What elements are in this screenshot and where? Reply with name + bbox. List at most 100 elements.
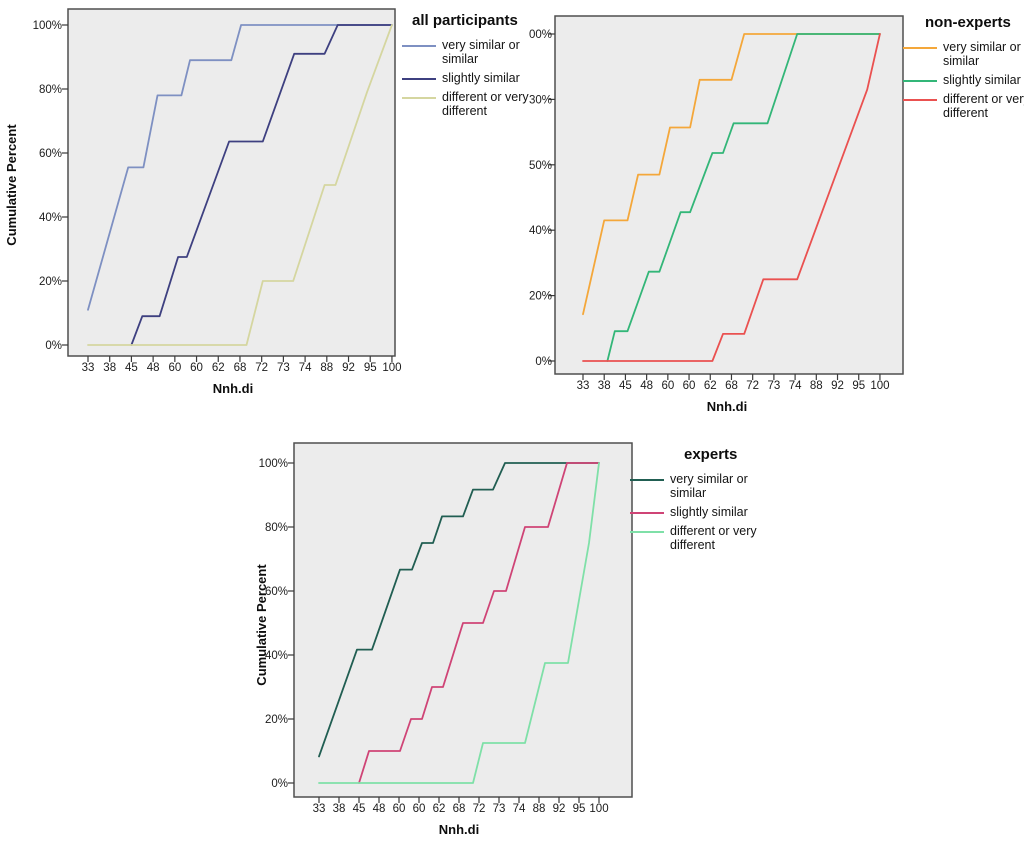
x-axis-title: Nnh.di [213,381,253,396]
x-tick-label: 45 [353,803,366,815]
x-tick-label: 100 [382,362,401,374]
x-tick-label: 33 [82,362,95,374]
y-tick-label: 40% [529,225,552,237]
series-line-1 [130,24,393,346]
x-tick-label: 73 [493,803,506,815]
legend-label-line: different [670,538,715,552]
legend-label-line: different or very [442,90,529,104]
x-tick-label: 92 [553,803,566,815]
plot-svg: 00% 30% 50% 40% 20% 0% 33 38 45 48 60 60 62 68 72 73 74 8… [529,15,904,414]
legend-label-line: different [442,104,487,118]
legend-title: non-experts [925,14,1011,31]
legend-entry-label: very similar or similar [442,38,520,66]
x-tick-label: 88 [810,380,823,392]
y-tick-label: 20% [39,276,62,288]
series-line-1 [358,462,600,784]
legend-entry: slightly similar [630,505,772,519]
legend-label-line: similar [442,52,479,66]
y-axis-title: Cumulative Percent [4,124,19,246]
x-tick-label: 88 [533,803,546,815]
x-tick-label: 92 [831,380,844,392]
x-tick-label: 38 [598,380,611,392]
legend-entry-label: very similar or similar [670,472,748,500]
legend-entry-label: different or very different [943,92,1024,120]
legend-entry: different or very different [630,524,772,552]
x-tick-label: 48 [640,380,653,392]
x-axis-title: Nnh.di [439,822,479,837]
y-tick-label: 00% [529,29,552,41]
x-tick-label: 60 [190,362,203,374]
x-tick-label: 33 [313,803,326,815]
legend-swatch-line [630,512,664,514]
legend-entry-label: different or very different [442,90,529,118]
x-tick-label: 68 [725,380,738,392]
x-tick-label: 95 [573,803,586,815]
series-line-2 [318,462,600,784]
legend-swatch-line [630,479,664,481]
x-tick-label: 72 [746,380,759,392]
legend-swatch-line [903,47,937,49]
legend-label-line: very similar or [442,38,520,52]
chart-experts: 100% 80% 60% 40% 20% 0% 33 38 45 48 60 60 62 68 72 73 74… [252,438,774,846]
x-tick-label: 62 [704,380,717,392]
x-tick-label: 48 [147,362,160,374]
legend-entry-label: different or very different [670,524,757,552]
x-tick-label: 95 [852,380,865,392]
x-tick-label: 68 [453,803,466,815]
legend-title: experts [684,446,738,463]
y-tick-label: 40% [39,212,62,224]
series-line-0 [582,33,881,316]
legend-swatch-line [903,80,937,82]
legend-entry-label: slightly similar [943,73,1021,87]
x-tick-label: 60 [413,803,426,815]
x-tick-label: 74 [513,803,526,815]
chart-non-experts: 00% 30% 50% 40% 20% 0% 33 38 45 48 60 60 62 68 72 73 74 8… [528,0,1024,432]
series-line-2 [87,24,393,346]
y-tick-label: 60% [39,148,62,160]
y-tick-label: 100% [259,458,288,470]
legend-label-line: similar [670,486,707,500]
legend-entry: very similar or similar [630,472,772,500]
x-axis-title: Nnh.di [707,399,747,414]
x-tick-label: 74 [299,362,312,374]
y-tick-label: 60% [265,586,288,598]
x-tick-label: 62 [212,362,225,374]
series-line-0 [318,462,600,758]
plot-area [293,442,633,798]
series-line-0 [87,24,393,311]
y-tick-label: 100% [33,20,62,32]
x-tick-label: 100 [870,380,889,392]
plot-area [67,8,396,357]
legend-label-line: different or very [670,524,757,538]
legend-entry: different or very different [402,90,529,118]
plot-area [554,15,904,375]
x-tick-label: 60 [683,380,696,392]
x-tick-label: 48 [373,803,386,815]
y-axis-title: Cumulative Percent [254,564,269,686]
x-tick-label: 73 [277,362,290,374]
legend-label-line: slightly similar [442,71,520,85]
legend: all participants very similar or similar sl… [402,12,529,123]
series-line-1 [606,33,881,362]
y-tick-label: 20% [265,714,288,726]
x-tick-label: 92 [342,362,355,374]
y-tick-label: 30% [529,94,552,106]
legend-entry-label: slightly similar [670,505,748,519]
y-tick-label: 80% [265,522,288,534]
y-tick-label: 0% [535,356,552,368]
x-tick-label: 38 [103,362,116,374]
x-tick-label: 60 [661,380,674,392]
x-tick-label: 72 [255,362,268,374]
x-tick-label: 88 [320,362,333,374]
legend-swatch-line [402,78,436,80]
x-tick-label: 73 [767,380,780,392]
x-tick-label: 74 [789,380,802,392]
x-tick-label: 33 [577,380,590,392]
legend-entry-label: very similar or similar [943,40,1021,68]
x-tick-label: 72 [473,803,486,815]
legend-entry: different or very different [903,92,1024,120]
y-tick-label: 50% [529,160,552,172]
legend-label-line: slightly similar [943,73,1021,87]
x-tick-label: 62 [433,803,446,815]
chart-all-participants: 100% 80% 60% 40% 20% 0% 33 38 45 48 60 60 62 68 72 73 74… [0,0,530,430]
